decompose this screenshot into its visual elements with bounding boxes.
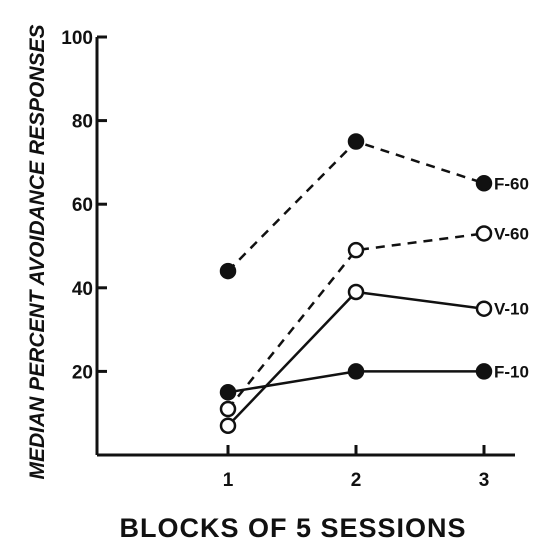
data-point-f-60 xyxy=(347,133,365,150)
series-lines xyxy=(227,140,485,427)
series-line-v-60 xyxy=(227,232,485,410)
data-point-v-10 xyxy=(475,300,493,317)
data-point-f-10 xyxy=(347,363,365,380)
data-point-v-60 xyxy=(475,225,493,242)
series-markers xyxy=(219,133,493,434)
data-point-f-60 xyxy=(219,262,237,280)
y-tick-label: 100 xyxy=(61,28,93,49)
series-label-f-60: F-60 xyxy=(494,174,529,193)
x-axis-ticks: 1 2 3 xyxy=(223,445,490,491)
x-tick-label: 3 xyxy=(479,470,490,491)
y-axis-label: MEDIAN PERCENT AVOIDANCE RESPONSES xyxy=(26,24,49,479)
series-label-v-10: V-10 xyxy=(494,300,529,319)
data-point-f-60 xyxy=(475,175,493,192)
series-labels: F-60 V-60 V-10 F-10 xyxy=(494,174,529,381)
data-point-v-10 xyxy=(219,417,237,434)
y-axis-ticks: 20 40 60 80 100 xyxy=(61,28,107,383)
x-tick-label: 1 xyxy=(223,470,234,491)
series-line-v-10 xyxy=(227,290,485,427)
y-tick-label: 40 xyxy=(72,279,93,300)
axes xyxy=(95,37,515,457)
data-point-f-10 xyxy=(219,384,237,401)
y-tick-label: 80 xyxy=(72,112,93,133)
series-label-v-60: V-60 xyxy=(494,224,529,243)
data-point-v-10 xyxy=(347,283,365,301)
series-label-f-10: F-10 xyxy=(494,362,529,381)
y-tick-label: 60 xyxy=(72,195,93,216)
data-point-v-60 xyxy=(219,400,237,418)
data-point-v-60 xyxy=(347,241,365,259)
x-axis-label: BLOCKS OF 5 SESSIONS xyxy=(119,513,466,543)
x-tick-label: 2 xyxy=(351,470,362,491)
data-point-f-10 xyxy=(475,363,493,380)
y-tick-label: 20 xyxy=(72,362,93,383)
